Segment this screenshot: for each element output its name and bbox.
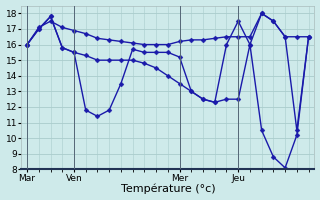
X-axis label: Température (°c): Température (°c) bbox=[121, 184, 215, 194]
